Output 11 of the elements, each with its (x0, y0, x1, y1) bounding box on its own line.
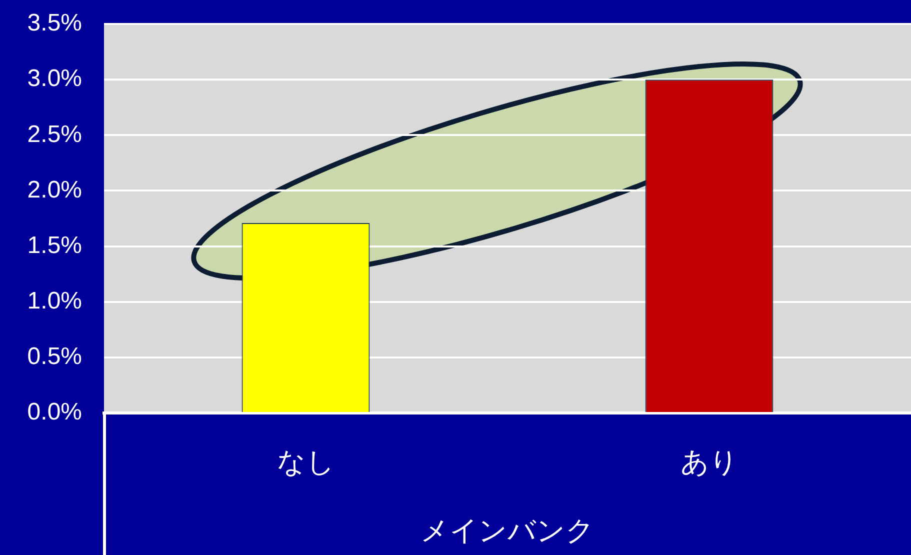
x-tick-label: なし (276, 446, 335, 478)
y-tick-label: 1.0% (27, 287, 82, 314)
y-tick-label: 3.0% (27, 65, 82, 92)
x-axis-title: メインバンク (420, 514, 594, 546)
y-tick-label: 3.5% (27, 10, 82, 37)
y-tick-label: 0.5% (27, 343, 82, 370)
y-tick-label: 0.0% (27, 398, 82, 426)
y-tick-label: 1.5% (27, 232, 82, 259)
y-tick-label: 2.0% (27, 176, 82, 204)
x-tick-label: あり (680, 446, 738, 478)
y-tick-label: 2.5% (27, 120, 82, 148)
